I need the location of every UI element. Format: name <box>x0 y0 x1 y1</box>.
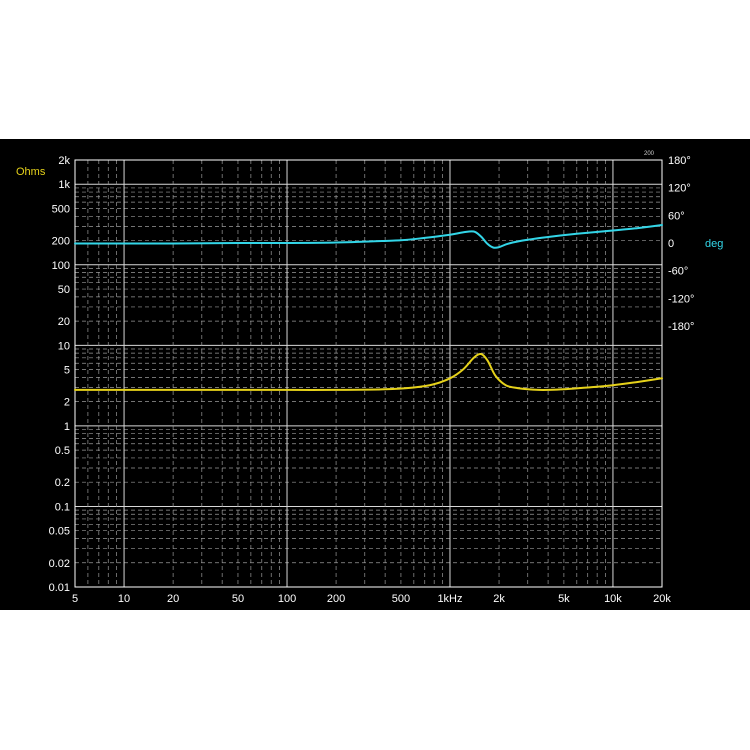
y-tick-label: 0.5 <box>55 445 70 457</box>
x-tick-label: 10 <box>118 593 130 605</box>
phase-tick-label: 180° <box>668 155 691 167</box>
phase-tick-label: -180° <box>668 321 694 333</box>
y-tick-label: 200 <box>52 236 70 248</box>
y-tick-label: 1 <box>64 421 70 433</box>
y-tick-label: 0.1 <box>55 501 70 513</box>
left-axis-unit-label: Ohms <box>16 166 46 178</box>
x-tick-label: 2k <box>493 593 505 605</box>
x-tick-label: 20k <box>653 593 671 605</box>
impedance-series-line <box>74 352 663 391</box>
y-tick-label: 500 <box>52 203 70 215</box>
tick-labels: 2k1k5002001005020105210.50.20.10.050.020… <box>49 155 695 605</box>
right-axis-unit-label: deg <box>705 238 723 250</box>
phase-tick-label: 60° <box>668 210 685 222</box>
corner-label: 200 <box>644 151 655 157</box>
x-tick-label: 1kHz <box>437 593 462 605</box>
x-tick-label: 200 <box>327 593 345 605</box>
chart-canvas: 2k1k5002001005020105210.50.20.10.050.020… <box>16 151 723 605</box>
impedance-phase-chart: 2k 1k 500 200 100 50 20 10 5 2 1 0.5 0.2 0.1 0.05 0.02 0… <box>0 139 750 610</box>
y-tick-label: 100 <box>52 260 70 272</box>
y-tick-label: 0.05 <box>49 526 70 538</box>
y-tick-label: 0.01 <box>49 582 70 594</box>
grid-lines <box>74 159 663 588</box>
y-tick-label: 10 <box>58 340 70 352</box>
phase-tick-label: -60° <box>668 266 688 278</box>
y-tick-label: 0.02 <box>49 558 70 570</box>
series-layer <box>74 224 663 391</box>
y-tick-label: 0.2 <box>55 477 70 489</box>
y-tick-label: 2k <box>58 155 70 167</box>
x-tick-label: 20 <box>167 593 179 605</box>
y-tick-label: 2 <box>64 397 70 409</box>
plot-border <box>74 159 663 588</box>
x-tick-label: 50 <box>232 593 244 605</box>
x-tick-label: 100 <box>278 593 296 605</box>
phase-tick-label: 120° <box>668 183 691 195</box>
phase-tick-label: -120° <box>668 293 694 305</box>
y-tick-label: 1k <box>58 179 70 191</box>
x-tick-label: 5k <box>558 593 570 605</box>
y-tick-label: 50 <box>58 284 70 296</box>
x-tick-label: 10k <box>604 593 622 605</box>
x-tick-label: 500 <box>392 593 410 605</box>
x-tick-label: 5 <box>72 593 78 605</box>
y-tick-label: 20 <box>58 316 70 328</box>
y-tick-label: 5 <box>64 365 70 377</box>
phase-tick-label: 0 <box>668 238 674 250</box>
phase-series-line <box>74 224 663 249</box>
